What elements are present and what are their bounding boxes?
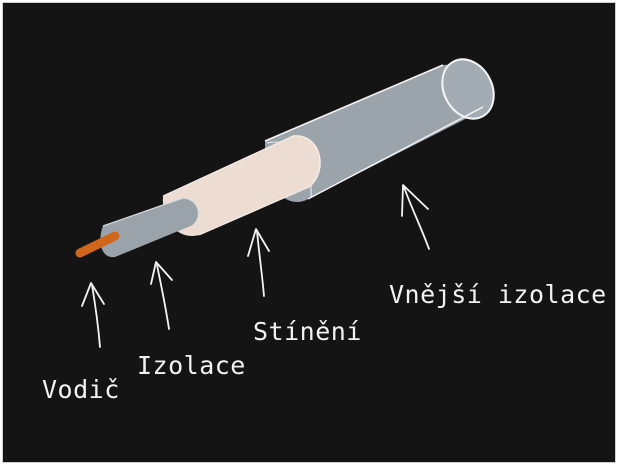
label-vodic: Vodič — [42, 375, 120, 404]
outer-insulation-layer — [264, 58, 495, 203]
coax-cable-illustration — [75, 58, 495, 348]
arrow-vodic — [81, 282, 105, 348]
arrow-izolace — [150, 261, 173, 330]
arrow-stineni — [247, 228, 270, 297]
label-stineni: Stínění — [253, 317, 362, 346]
label-izolace: Izolace — [137, 351, 246, 380]
arrow-vnejsi-izolace — [401, 184, 430, 250]
inner-insulation-layer — [100, 197, 200, 258]
conductor-wire — [75, 231, 120, 258]
label-vnejsi-izolace: Vnější izolace — [389, 280, 607, 309]
shielding-layer — [162, 135, 321, 237]
